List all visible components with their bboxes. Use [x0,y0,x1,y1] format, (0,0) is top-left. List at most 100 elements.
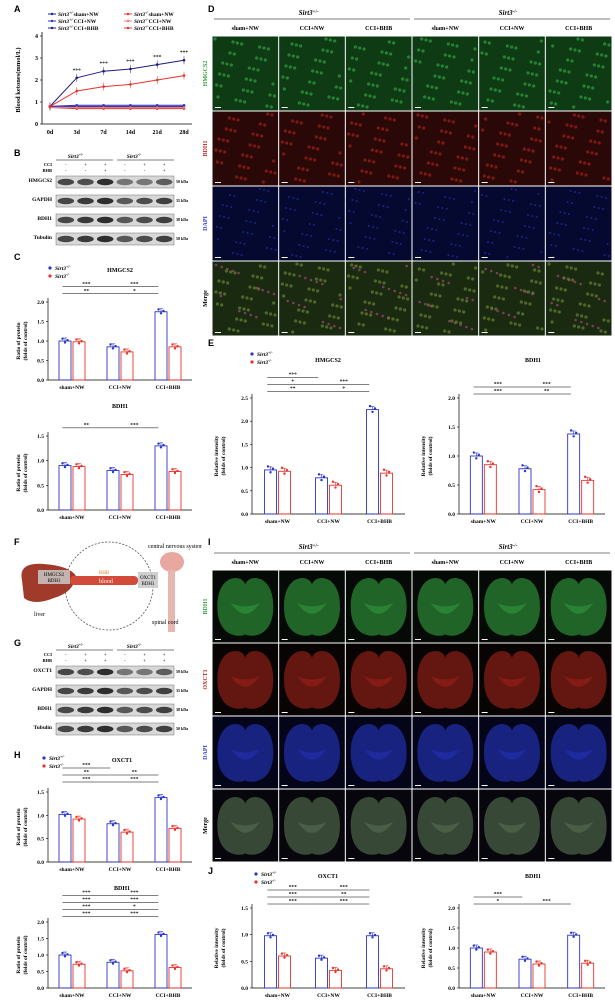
panel-letter-h: H [14,750,21,760]
merge-speckle [597,326,600,330]
data-point [109,959,112,962]
tissue-speckle [530,72,534,76]
data-point [123,828,126,832]
tissue-speckle [349,222,352,224]
tissue-speckle [468,146,472,150]
tissue-speckle [270,113,274,117]
tissue-speckle [437,206,439,208]
tissue-speckle [594,75,598,79]
bar [278,955,291,989]
tissue-speckle [540,327,544,331]
grid-column-label: CCI+BHB [565,560,592,566]
series-line [49,107,184,110]
tissue-speckle [243,319,247,323]
blot-band [116,706,134,714]
tissue-speckle [285,207,287,209]
tissue-speckle [516,311,520,315]
tissue-speckle [577,325,581,329]
tissue-speckle [369,313,373,317]
tissue-speckle [358,46,362,50]
tissue-speckle [245,220,248,222]
tissue-speckle [527,214,529,216]
merge-speckle [603,299,606,303]
y-tick-label: 0.0 [448,512,455,518]
data-point [269,936,272,939]
merge-speckle [327,322,330,326]
data-point [128,830,131,833]
x-tick-label: CCI+BHB [156,515,181,521]
tissue-speckle [500,143,504,147]
tissue-speckle [449,100,453,104]
tissue-speckle [586,150,590,154]
tissue-speckle [325,114,329,118]
data-point [283,472,286,475]
tissue-speckle [482,174,486,178]
data-point [77,466,81,470]
tissue-speckle [223,216,225,218]
bar [168,346,182,381]
tissue-speckle [400,284,404,288]
grid-row-label: HMGCS2 [203,61,209,87]
tissue-speckle [436,63,440,67]
merge-speckle [404,293,408,297]
tissue-speckle [238,306,242,310]
tissue-speckle [518,112,522,116]
tissue-speckle [260,134,264,138]
tissue-speckle [569,266,573,270]
tissue-speckle [370,71,374,75]
tissue-speckle [384,327,388,331]
y-axis-label: Relative intensity [214,927,220,968]
tissue-speckle [419,313,423,317]
bar [581,479,595,515]
merge-speckle [364,308,367,312]
gray-matter [564,602,594,614]
tissue-speckle [583,227,585,229]
tissue-speckle [422,192,424,194]
merge-speckle [556,303,559,307]
tissue-speckle [584,239,587,241]
tissue-speckle [597,283,601,287]
tissue-speckle [444,196,447,198]
data-point [371,410,374,414]
tissue-speckle [457,90,461,94]
tissue-speckle [395,242,398,244]
bar [315,477,328,515]
tissue-speckle [461,91,465,95]
tissue-speckle [460,79,464,83]
tissue-speckle [398,307,402,311]
tissue-speckle [314,135,318,139]
spinal-cord-section [484,797,540,855]
tissue-speckle [563,288,567,292]
tissue-speckle [469,224,472,226]
tissue-speckle [372,226,374,228]
tissue-speckle [507,199,510,201]
tissue-speckle [273,237,276,239]
merge-speckle [231,269,235,273]
tissue-speckle [350,263,354,267]
y-axis-label: Relative intensity [214,435,220,476]
tissue-speckle [217,279,221,283]
grid-header-left: Sirt3+/- [299,543,319,551]
tissue-speckle [372,302,376,306]
tissue-speckle [569,124,573,128]
tissue-speckle [589,139,593,143]
tissue-speckle [223,150,227,154]
tissue-speckle [311,288,315,292]
tissue-speckle [242,307,246,311]
y-axis-label: Blood ketones(mmol/L) [15,47,22,112]
gray-matter [364,748,394,760]
scale-bar [348,712,355,713]
tissue-speckle [224,127,228,131]
tissue-speckle [586,85,590,89]
bar [154,934,168,989]
tissue-speckle [386,63,390,67]
tissue-speckle [519,158,523,162]
tissue-speckle [593,206,596,208]
significance-label: * [133,288,136,294]
y-tick-label: 4 [35,34,38,40]
scale-bar [548,712,555,713]
tissue-speckle [364,93,368,97]
tissue-speckle [572,105,576,109]
tissue-speckle [457,309,461,313]
